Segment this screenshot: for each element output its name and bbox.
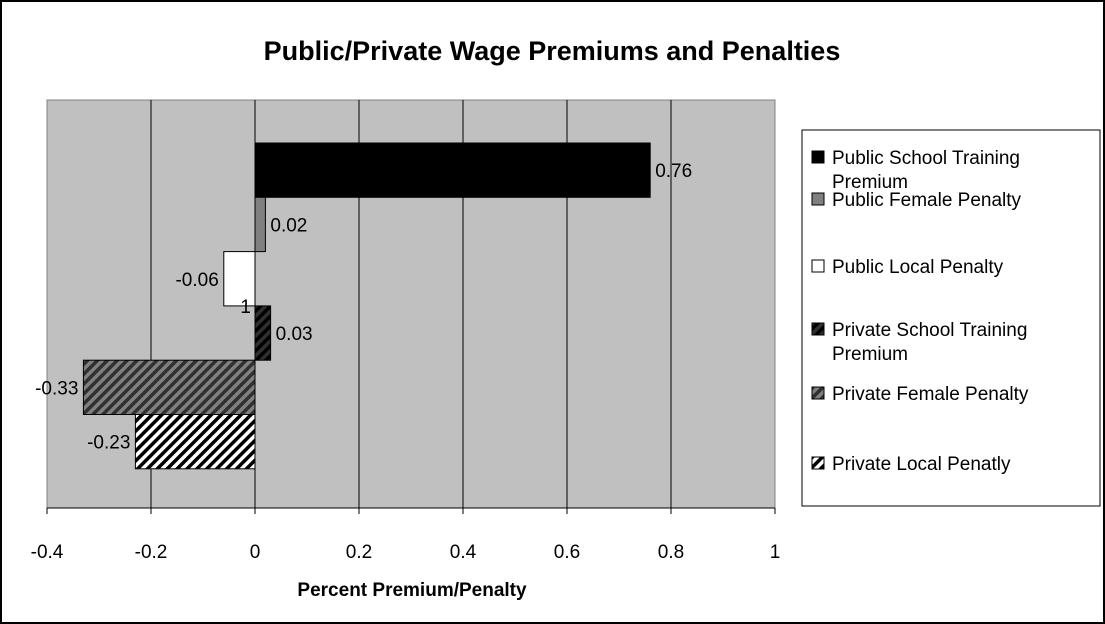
- x-tick-labels: -0.4 -0.2 0 0.2 0.4 0.6 0.8 1: [31, 542, 781, 563]
- axes: 1: [46, 100, 776, 514]
- legend-swatch: [811, 386, 825, 400]
- legend-swatch: [811, 456, 825, 470]
- bar: [254, 142, 651, 198]
- legend-label: Private School Training Premium: [832, 320, 1027, 365]
- category-tick-label: 1: [240, 297, 251, 318]
- legend-swatch: [811, 192, 825, 206]
- legend-label: Public Female Penalty: [832, 190, 1022, 211]
- x-axis-title: Percent Premium/Penalty: [297, 580, 527, 601]
- x-tick-label: 1: [770, 542, 781, 563]
- x-tick-label: 0: [250, 542, 261, 563]
- data-label: -0.23: [87, 433, 130, 454]
- legend-swatch: [811, 322, 825, 336]
- legend-box: [801, 129, 1101, 507]
- x-tick-label: -0.2: [135, 542, 168, 563]
- x-tick-label: 0.8: [658, 542, 684, 563]
- data-label: 0.02: [270, 215, 307, 236]
- bar: [254, 196, 266, 253]
- chart-title: Public/Private Wage Premiums and Penalti…: [264, 36, 841, 66]
- legend-label: Public Local Penalty: [832, 257, 1004, 278]
- bar: [223, 251, 256, 307]
- x-tick-label: -0.4: [31, 542, 64, 563]
- bar: [82, 359, 256, 416]
- bar: [254, 305, 272, 361]
- bar-labels: 0.76 0.02 -0.06 0.03 -0.33 -0.23: [35, 161, 692, 454]
- x-tick-label: 0.2: [346, 542, 372, 563]
- legend-swatch: [811, 150, 825, 164]
- data-label: 0.03: [276, 324, 313, 345]
- x-tick-label: 0.4: [450, 542, 477, 563]
- legend-swatch: [811, 259, 825, 273]
- data-label: 0.76: [655, 161, 692, 182]
- data-label: -0.06: [175, 270, 218, 291]
- bars: [82, 142, 651, 470]
- legend-label: Private Female Penalty: [832, 384, 1029, 405]
- legend-label: Public School Training Premium: [832, 148, 1020, 193]
- data-label: -0.33: [35, 378, 78, 399]
- bar: [134, 414, 256, 470]
- x-tick-label: 0.6: [554, 542, 580, 563]
- legend-label: Private Local Penatly: [832, 454, 1011, 475]
